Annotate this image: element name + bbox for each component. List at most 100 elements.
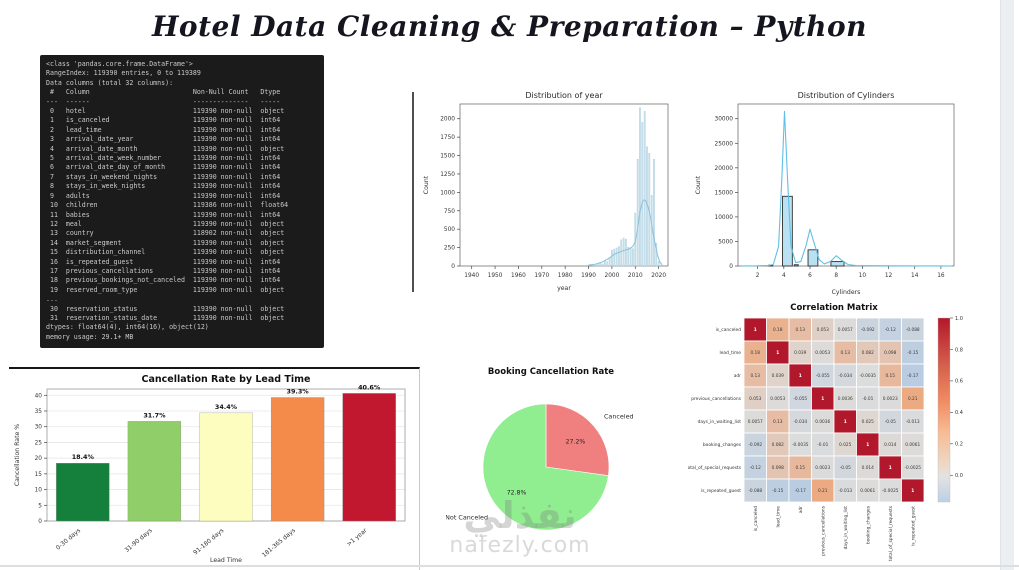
year-distribution-chart: 0 250 500 750 1000 1250 1500 1750 2000 1940 1950 19… [418, 88, 676, 298]
svg-text:31.7%: 31.7% [143, 411, 166, 419]
svg-text:-0.088: -0.088 [748, 488, 762, 494]
svg-text:-0.034: -0.034 [793, 419, 807, 425]
svg-text:500: 500 [444, 227, 455, 233]
dataframe-info-output: <class 'pandas.core.frame.DataFrame'> Ra… [46, 60, 289, 341]
svg-text:Count: Count [695, 175, 702, 194]
svg-text:1: 1 [821, 396, 824, 402]
svg-text:1950: 1950 [488, 273, 503, 279]
svg-text:0.0061: 0.0061 [905, 442, 920, 448]
svg-text:34.4%: 34.4% [215, 403, 238, 411]
svg-text:1990: 1990 [581, 273, 596, 279]
svg-text:days_in_waiting_list: days_in_waiting_list [698, 419, 742, 425]
svg-text:1960: 1960 [511, 273, 526, 279]
svg-text:0.039: 0.039 [772, 373, 785, 379]
svg-text:1500: 1500 [440, 154, 455, 160]
svg-text:booking_changes: booking_changes [865, 505, 871, 544]
svg-text:0.0061: 0.0061 [860, 488, 875, 494]
svg-text:-0.055: -0.055 [793, 396, 807, 402]
svg-text:previous_cancellations: previous_cancellations [691, 396, 742, 402]
svg-text:27.2%: 27.2% [566, 438, 586, 445]
svg-text:2000: 2000 [440, 117, 455, 123]
svg-text:31-90 days: 31-90 days [124, 527, 154, 554]
svg-text:0.8: 0.8 [955, 347, 963, 353]
svg-text:20000: 20000 [715, 166, 734, 172]
svg-text:0.21: 0.21 [908, 396, 918, 402]
svg-text:total_of_special_requests: total_of_special_requests [888, 505, 894, 561]
svg-text:1: 1 [754, 327, 757, 333]
svg-text:0.21: 0.21 [818, 488, 828, 494]
svg-text:0.0036: 0.0036 [815, 419, 830, 425]
svg-text:0: 0 [451, 264, 455, 270]
correlation-matrix-heatmap: Correlation Matrix 1 0.18 0.13 0.053 0.0057 -0… [686, 298, 988, 570]
svg-text:-0.0025: -0.0025 [904, 465, 921, 471]
svg-text:72.8%: 72.8% [507, 490, 527, 497]
svg-text:-0.15: -0.15 [907, 350, 918, 356]
svg-text:20: 20 [35, 456, 43, 462]
svg-text:1970: 1970 [534, 273, 549, 279]
svg-text:-0.05: -0.05 [840, 465, 851, 471]
svg-text:-0.0025: -0.0025 [882, 488, 899, 494]
svg-text:Count: Count [423, 175, 430, 194]
svg-text:year: year [557, 285, 571, 292]
svg-text:days_in_waiting_list: days_in_waiting_list [843, 506, 849, 550]
svg-text:0.13: 0.13 [795, 327, 805, 333]
booking-cancellation-pie-chart: Booking Cancellation Rate 27.2% Canceled 72… [445, 360, 666, 556]
svg-text:0.014: 0.014 [862, 465, 875, 471]
svg-text:-0.12: -0.12 [885, 327, 896, 333]
svg-text:0.13: 0.13 [840, 350, 850, 356]
svg-text:10: 10 [35, 488, 43, 494]
svg-text:0: 0 [729, 264, 733, 270]
svg-text:0.4: 0.4 [955, 410, 963, 416]
svg-text:0.6: 0.6 [955, 379, 963, 385]
svg-text:0.025: 0.025 [839, 442, 852, 448]
svg-text:-0.05: -0.05 [885, 419, 896, 425]
svg-text:previous_cancellations: previous_cancellations [820, 505, 826, 556]
svg-text:1250: 1250 [440, 172, 455, 178]
svg-text:4: 4 [782, 273, 786, 279]
svg-text:1940: 1940 [464, 273, 479, 279]
svg-text:5: 5 [38, 503, 42, 509]
svg-text:-0.055: -0.055 [816, 373, 830, 379]
svg-text:Lead Time: Lead Time [210, 557, 242, 564]
svg-text:-0.01: -0.01 [862, 396, 873, 402]
svg-text:-0.17: -0.17 [907, 373, 918, 379]
svg-text:-0.092: -0.092 [861, 327, 875, 333]
svg-text:8: 8 [834, 273, 838, 279]
svg-text:25000: 25000 [715, 141, 734, 147]
svg-text:0.014: 0.014 [884, 442, 897, 448]
svg-text:10000: 10000 [715, 215, 734, 221]
svg-text:30000: 30000 [715, 117, 734, 123]
svg-text:-0.15: -0.15 [772, 488, 783, 494]
svg-text:0.0057: 0.0057 [748, 419, 763, 425]
svg-text:1: 1 [866, 442, 869, 448]
svg-text:0.025: 0.025 [862, 419, 875, 425]
svg-text:0.082: 0.082 [862, 350, 875, 356]
svg-text:is_repeated_guest: is_repeated_guest [701, 488, 741, 494]
svg-text:lead_time: lead_time [719, 350, 741, 356]
svg-text:0.18: 0.18 [773, 327, 783, 333]
svg-text:1.0: 1.0 [955, 316, 963, 322]
svg-text:750: 750 [444, 209, 455, 215]
svg-text:-0.092: -0.092 [748, 442, 762, 448]
svg-text:1980: 1980 [558, 273, 573, 279]
svg-text:0.15: 0.15 [795, 465, 805, 471]
svg-text:-0.013: -0.013 [906, 419, 920, 425]
svg-text:Canceled: Canceled [604, 413, 634, 421]
svg-text:1: 1 [799, 373, 802, 379]
svg-text:250: 250 [444, 246, 455, 252]
svg-text:1750: 1750 [440, 135, 455, 141]
svg-text:-0.01: -0.01 [817, 442, 828, 448]
svg-text:0.098: 0.098 [772, 465, 785, 471]
svg-text:-0.12: -0.12 [750, 465, 761, 471]
svg-text:0.0036: 0.0036 [838, 396, 853, 402]
svg-text:0.13: 0.13 [750, 373, 760, 379]
svg-text:2: 2 [756, 273, 760, 279]
cylinders-distribution-chart: 0 5000 10000 15000 20000 25000 30000 2 4 6 8 10 12 14… [690, 86, 966, 302]
svg-text:2010: 2010 [628, 273, 643, 279]
svg-text:0.053: 0.053 [817, 327, 830, 333]
svg-text:181-365 days: 181-365 days [261, 527, 297, 559]
svg-text:1: 1 [889, 465, 892, 471]
svg-text:5000: 5000 [718, 239, 733, 245]
svg-text:Cancellation Rate %: Cancellation Rate % [14, 424, 21, 486]
